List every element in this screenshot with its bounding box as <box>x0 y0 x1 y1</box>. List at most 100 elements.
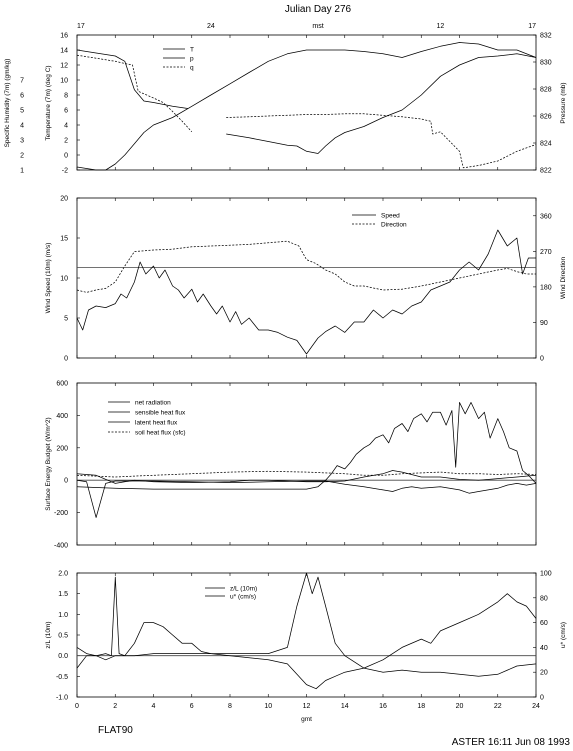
stability-legend-label: z/L (10m) <box>230 585 257 592</box>
met-ytick-right-label: 828 <box>540 87 552 94</box>
stability-xtick-label: 14 <box>341 703 349 710</box>
met-ytick-label: 14 <box>60 48 68 55</box>
wind-series-direction <box>76 240 536 293</box>
wind-ytick-right-label: 180 <box>540 284 552 291</box>
stability-legend-label: u* (cm/s) <box>230 593 256 600</box>
met-ytick-right-label: 822 <box>540 168 552 175</box>
wind-ytick-right-label: 360 <box>540 213 552 220</box>
energy-legend-label: latent heat flux <box>135 419 178 426</box>
met-ytick-right-label: 832 <box>540 33 552 40</box>
met-ylabel-humidity: Specific Humidity (7m) (gm/kg) <box>4 59 11 148</box>
stability-xtick-label: 22 <box>494 703 502 710</box>
met-ytick-label: -2 <box>62 168 68 175</box>
stability-ytick-right-label: 40 <box>540 645 548 652</box>
stability-xlabel: gmt <box>301 716 312 723</box>
stability-xtick-label: 16 <box>379 703 387 710</box>
met-legend-label: p <box>190 55 194 62</box>
stability-ytick-right-label: 80 <box>540 595 548 602</box>
wind-ytick-label: 20 <box>60 196 68 203</box>
stability-ytick-label: -1.0 <box>56 695 68 702</box>
stability-ytick-label: 0.5 <box>58 633 68 640</box>
energy-ytick-label: -400 <box>54 543 68 550</box>
mst-axis-label: mst <box>312 23 323 30</box>
energy-frame <box>76 382 537 546</box>
stability-xtick-label: 10 <box>264 703 272 710</box>
stability-ytick-right-label: 60 <box>540 620 548 627</box>
stability-ytick-label: -0.5 <box>56 674 68 681</box>
wind-ytick-right-label: 90 <box>540 320 548 327</box>
energy-ytick-label: 600 <box>56 381 68 388</box>
mst-tick-label: 24 <box>207 23 215 30</box>
stability-series-u-cm-s- <box>76 593 537 690</box>
mst-tick-label: 17 <box>528 23 536 30</box>
met-series-p <box>76 49 537 154</box>
energy-ylabel: Surface Energy Budget (W/m^2) <box>45 417 52 510</box>
energy-ytick-label: 200 <box>56 445 68 452</box>
met-ytick2-label: 2 <box>20 153 24 160</box>
met-ytick-right-label: 824 <box>540 141 552 148</box>
met-ytick-label: 4 <box>64 123 68 130</box>
stability-ytick-right-label: 0 <box>540 695 544 702</box>
wind-ytick-label: 10 <box>60 276 68 283</box>
stability-ytick-right-label: 100 <box>540 571 552 578</box>
met-ytick-label: 8 <box>64 93 68 100</box>
met-ytick-label: 10 <box>60 78 68 85</box>
energy-series-soil-heat-flux-sfc- <box>76 470 537 478</box>
mst-tick-label: 17 <box>77 23 85 30</box>
energy-ytick-label: 400 <box>56 413 68 420</box>
met-legend-label: q <box>190 64 194 71</box>
stability-ytick-label: 0.0 <box>58 653 68 660</box>
stability-xtick-label: 24 <box>532 703 540 710</box>
wind-ytick-label: 5 <box>64 316 68 323</box>
stability-series-z-l-10m- <box>76 572 537 677</box>
stability-xtick-label: 20 <box>456 703 464 710</box>
stability-xtick-label: 6 <box>190 703 194 710</box>
met-ylabel-pressure: Pressure (mb) <box>560 82 567 123</box>
met-ytick2-label: 4 <box>20 123 24 130</box>
met-series-t <box>76 42 537 171</box>
footer-left-label: FLAT90 <box>98 725 133 736</box>
stability-xtick-label: 18 <box>417 703 425 710</box>
met-ytick2-label: 1 <box>20 168 24 175</box>
energy-series-latent-heat-flux <box>76 479 537 518</box>
stability-xtick-label: 2 <box>113 703 117 710</box>
wind-ytick-right-label: 270 <box>540 249 552 256</box>
wind-ylabel-direction: Wind Direction <box>560 256 567 299</box>
met-frame <box>76 34 537 171</box>
mst-tick-label: 12 <box>436 23 444 30</box>
met-legend-label: T <box>190 46 194 53</box>
stability-xtick-label: 8 <box>228 703 232 710</box>
met-ytick-label: 0 <box>64 153 68 160</box>
stability-frame <box>76 572 537 698</box>
footer-right-label: ASTER 16:11 Jun 08 1993 <box>452 737 571 748</box>
energy-legend-label: sensible heat flux <box>135 409 186 416</box>
met-ytick-label: 6 <box>64 108 68 115</box>
energy-ytick-label: 0 <box>64 478 68 485</box>
wind-ylabel-speed: Wind Speed (10m) (m/s) <box>45 243 52 314</box>
met-ytick2-label: 6 <box>20 93 24 100</box>
wind-ytick-right-label: 0 <box>540 356 544 363</box>
energy-ytick-label: -200 <box>54 510 68 517</box>
stability-ylabel-ustar: u* (cm/s) <box>560 622 567 648</box>
wind-frame <box>76 197 537 359</box>
stability-xtick-label: 0 <box>75 703 79 710</box>
met-ytick-label: 16 <box>60 33 68 40</box>
energy-series-net-radiation <box>76 402 537 490</box>
stability-ytick-label: 1.0 <box>58 612 68 619</box>
met-ytick2-label: 5 <box>20 108 24 115</box>
met-ytick-right-label: 830 <box>540 60 552 67</box>
met-series-q <box>76 54 537 169</box>
figure-title: Julian Day 276 <box>285 4 352 15</box>
met-ytick-right-label: 826 <box>540 114 552 121</box>
wind-ytick-label: 0 <box>64 356 68 363</box>
stability-xtick-label: 4 <box>152 703 156 710</box>
met-ytick2-label: 3 <box>20 138 24 145</box>
wind-ytick-label: 15 <box>60 236 68 243</box>
wind-legend-label: Direction <box>381 221 407 228</box>
energy-legend-label: net radiation <box>135 399 171 406</box>
met-ytick-label: 2 <box>64 138 68 145</box>
stability-xtick-label: 12 <box>303 703 311 710</box>
met-ylabel-temperature: Temperature (7m) (deg C) <box>45 65 52 140</box>
stability-ytick-label: 2.0 <box>58 571 68 578</box>
